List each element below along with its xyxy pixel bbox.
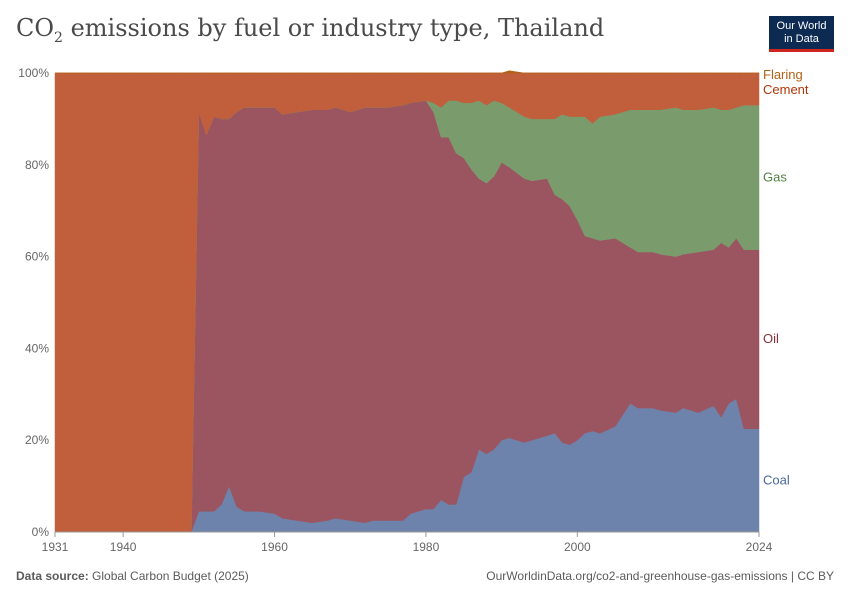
y-tick-label: 80% (25, 158, 49, 172)
x-axis-ticks: 1931 1940 1960 1980 2000 2024 (42, 532, 773, 554)
y-tick-label: 40% (25, 341, 49, 355)
area-flaring[interactable] (55, 70, 759, 74)
legend-flaring[interactable]: Flaring (763, 67, 803, 82)
y-tick-label: 100% (18, 66, 49, 80)
x-tick-label: 2024 (746, 540, 773, 554)
owid-logo[interactable]: Our World in Data (769, 16, 834, 52)
legend-gas[interactable]: Gas (763, 169, 787, 184)
legend-oil[interactable]: Oil (763, 331, 779, 346)
y-axis-ticks: 0% 20% 40% 60% 80% 100% (18, 66, 49, 539)
area-series (54, 70, 760, 533)
x-tick-label: 1960 (261, 540, 288, 554)
data-source: Data source: Global Carbon Budget (2025) (16, 569, 249, 583)
x-tick-label: 1940 (110, 540, 137, 554)
stacked-area-chart[interactable]: 1931 1940 1960 1980 2000 2024 0% 20% 40% 60% 80% 1… (0, 0, 850, 560)
y-tick-label: 0% (32, 525, 50, 539)
x-tick-label: 1931 (42, 540, 69, 554)
logo-line-1: Our World (776, 20, 827, 32)
chart-title: CO2 emissions by fuel or industry type, … (16, 14, 605, 46)
y-tick-label: 60% (25, 250, 49, 264)
source-url-link[interactable]: OurWorldinData.org/co2-and-greenhouse-ga… (486, 569, 834, 583)
x-tick-label: 1980 (413, 540, 440, 554)
legend-cement[interactable]: Cement (763, 82, 809, 97)
y-tick-label: 20% (25, 433, 49, 447)
logo-line-2: in Data (784, 33, 819, 45)
legend-coal[interactable]: Coal (763, 472, 790, 487)
x-tick-label: 2000 (564, 540, 591, 554)
